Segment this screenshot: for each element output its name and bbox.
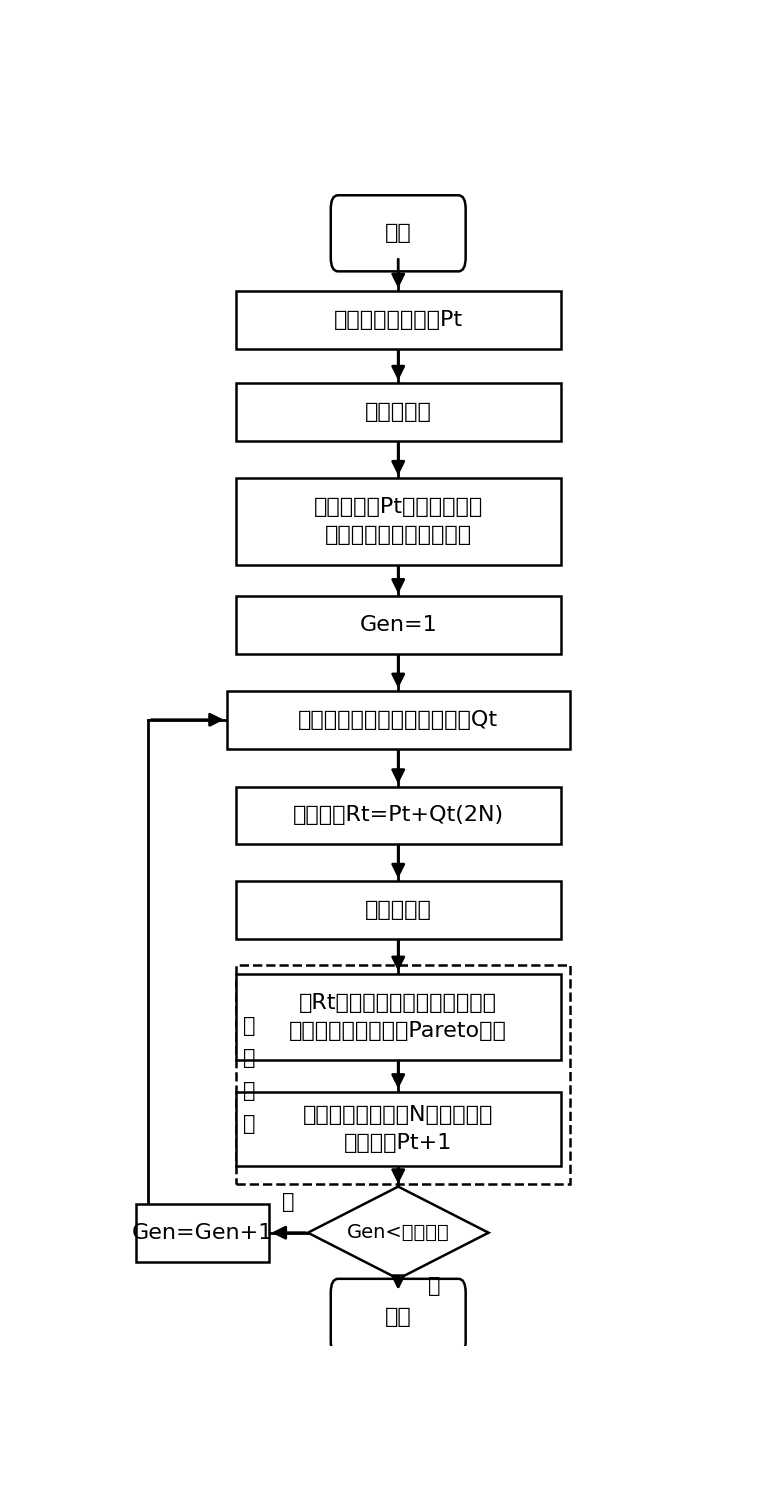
Polygon shape	[308, 1187, 489, 1279]
Text: 选择、交叉、变异得到子种群Qt: 选择、交叉、变异得到子种群Qt	[298, 709, 498, 730]
Text: 合并种群Rt=Pt+Qt(2N): 合并种群Rt=Pt+Qt(2N)	[293, 806, 503, 826]
Bar	[136, 1204, 269, 1261]
Text: 蒙特卡洛法: 蒙特卡洛法	[364, 900, 432, 919]
Text: 否: 否	[428, 1276, 441, 1296]
Bar	[235, 881, 561, 939]
Bar	[235, 478, 561, 564]
Bar	[235, 290, 561, 349]
Bar	[235, 786, 561, 844]
Text: 开始: 开始	[385, 224, 412, 243]
Bar	[235, 383, 561, 442]
Text: 是: 是	[282, 1191, 294, 1213]
Text: Gen=Gen+1: Gen=Gen+1	[132, 1223, 274, 1243]
Bar	[227, 691, 570, 748]
Text: 保留精英，选择前N个个体产生
父代种群Pt+1: 保留精英，选择前N个个体产生 父代种群Pt+1	[303, 1105, 493, 1154]
Text: 精
英
策
略: 精 英 策 略	[243, 1016, 256, 1134]
Bar	[235, 974, 561, 1060]
Text: 对初始种群Pt进行快速非支
配排序和虚拟拥挤度计算: 对初始种群Pt进行快速非支 配排序和虚拟拥挤度计算	[314, 497, 483, 546]
Text: Gen<设定值？: Gen<设定值？	[347, 1223, 450, 1243]
Bar	[235, 1092, 561, 1166]
Bar	[235, 965, 570, 1184]
FancyBboxPatch shape	[331, 195, 465, 271]
Bar	[235, 596, 561, 655]
Text: 蒙特卡洛法: 蒙特卡洛法	[364, 402, 432, 422]
Text: Gen=1: Gen=1	[359, 615, 437, 635]
Text: 结束: 结束	[385, 1306, 412, 1328]
FancyBboxPatch shape	[331, 1279, 465, 1355]
Text: 随机产生初始种群Pt: 随机产生初始种群Pt	[333, 310, 463, 330]
Text: 对Rt进行快速非支配排序和虚拟
拥挤度计算，并进行Pareto排序: 对Rt进行快速非支配排序和虚拟 拥挤度计算，并进行Pareto排序	[289, 993, 507, 1042]
